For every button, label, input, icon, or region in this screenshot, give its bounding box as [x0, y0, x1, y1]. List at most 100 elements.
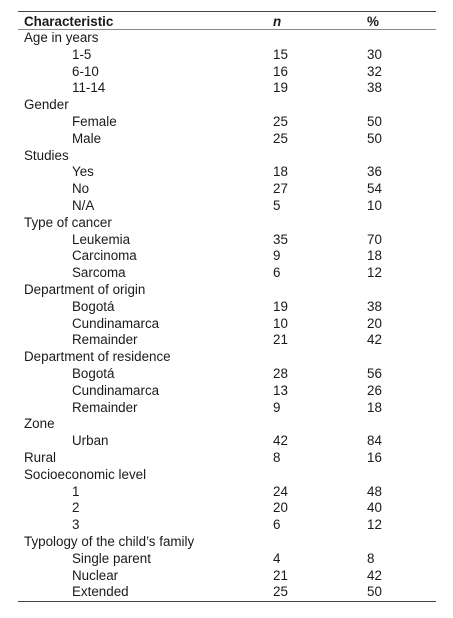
row-label: Female — [72, 113, 117, 129]
row-n-value: 6 — [273, 517, 281, 533]
table-row: No 27 54 — [18, 181, 436, 198]
group-label: Age in years — [24, 30, 99, 45]
row-n-value: 9 — [273, 248, 281, 264]
row-percent-value: 42 — [367, 567, 382, 583]
row-label: 1 — [72, 483, 80, 499]
row-label: Carcinoma — [72, 248, 137, 264]
table-group-row: Zone — [18, 416, 436, 433]
row-label: Sarcoma — [72, 265, 126, 281]
table-row: Leukemia 35 70 — [18, 232, 436, 249]
table-group-row: Department of origin — [18, 282, 436, 299]
row-label: Bogotá — [72, 365, 115, 381]
row-n-value: 42 — [273, 433, 288, 449]
header-n: n — [273, 14, 282, 29]
row-percent-value: 12 — [367, 265, 382, 281]
row-percent-value: 10 — [367, 197, 382, 213]
row-percent-value: 48 — [367, 483, 382, 499]
table-row: Cundinamarca 10 20 — [18, 316, 436, 333]
group-label: Typology of the child’s family — [24, 533, 195, 549]
table-group-row: Type of cancer — [18, 215, 436, 232]
table-row: Extended 25 50 — [18, 584, 436, 601]
row-label: Cundinamarca — [72, 382, 160, 398]
row-n-value: 35 — [273, 231, 288, 247]
row-n-value: 15 — [273, 46, 288, 62]
table-row: Remainder 9 18 — [18, 400, 436, 417]
row-percent-value: 50 — [367, 113, 382, 129]
table-row: Rural 8 16 — [18, 450, 436, 467]
row-label: Nuclear — [72, 567, 119, 583]
row-n-value: 28 — [273, 365, 288, 381]
characteristics-table: Characteristic n % Age in years 1-5 15 30 6-… — [18, 11, 436, 603]
row-label: Bogotá — [72, 298, 115, 314]
group-label: Department of residence — [24, 349, 171, 365]
table-row: 2 20 40 — [18, 500, 436, 517]
row-label: Remainder — [72, 399, 138, 415]
table-row: 6-10 16 32 — [18, 64, 436, 81]
row-n-value: 8 — [273, 449, 281, 465]
table-row: Bogotá 28 56 — [18, 366, 436, 383]
row-label: Remainder — [72, 332, 138, 348]
row-percent-value: 70 — [367, 231, 382, 247]
table-row: 11-14 19 38 — [18, 80, 436, 97]
table-row: Single parent 4 8 — [18, 551, 436, 568]
row-percent-value: 30 — [367, 46, 382, 62]
row-n-value: 25 — [273, 130, 288, 146]
group-label: Socioeconomic level — [24, 466, 147, 482]
table-row: 1-5 15 30 — [18, 47, 436, 64]
table-row: Remainder 21 42 — [18, 332, 436, 349]
row-label: Yes — [72, 164, 94, 180]
table-row: Female 25 50 — [18, 114, 436, 131]
row-label: 3 — [72, 517, 80, 533]
row-percent-value: 32 — [367, 63, 382, 79]
row-n-value: 5 — [273, 197, 281, 213]
row-label: 6-10 — [72, 63, 99, 79]
row-n-value: 25 — [273, 584, 288, 600]
header-divider — [18, 29, 436, 30]
row-percent-value: 36 — [367, 164, 382, 180]
row-n-value: 4 — [273, 550, 281, 566]
row-n-value: 10 — [273, 315, 288, 331]
group-label: Studies — [24, 147, 69, 163]
table-group-row: Socioeconomic level — [18, 467, 436, 484]
table-header-row: Characteristic n % — [18, 12, 436, 30]
row-n-value: 19 — [273, 80, 288, 96]
table-row: 3 6 12 — [18, 517, 436, 534]
row-percent-value: 38 — [367, 80, 382, 96]
table-group-row: Department of residence — [18, 349, 436, 366]
table-row: Cundinamarca 13 26 — [18, 383, 436, 400]
row-percent-value: 42 — [367, 332, 382, 348]
row-label: Urban — [72, 433, 109, 449]
row-label: N/A — [72, 197, 95, 213]
table-row: Bogotá 19 38 — [18, 299, 436, 316]
row-percent-value: 56 — [367, 365, 382, 381]
group-label: Gender — [24, 97, 69, 113]
row-label: Extended — [72, 584, 129, 600]
table-group-row: Age in years — [18, 30, 436, 47]
row-label: Single parent — [72, 550, 151, 566]
group-label: Zone — [24, 416, 55, 432]
table-row: Nuclear 21 42 — [18, 568, 436, 585]
row-percent-value: 84 — [367, 433, 382, 449]
row-percent-value: 20 — [367, 315, 382, 331]
table-row: Carcinoma 9 18 — [18, 248, 436, 265]
table-row: Urban 42 84 — [18, 433, 436, 450]
row-n-value: 19 — [273, 298, 288, 314]
row-n-value: 13 — [273, 382, 288, 398]
row-percent-value: 38 — [367, 298, 382, 314]
row-n-value: 18 — [273, 164, 288, 180]
header-characteristic: Characteristic — [24, 14, 114, 29]
table-group-row: Studies — [18, 148, 436, 165]
row-label: No — [72, 181, 90, 197]
table-row: Sarcoma 6 12 — [18, 265, 436, 282]
row-label: Rural — [24, 449, 56, 465]
group-label: Type of cancer — [24, 214, 112, 230]
table-group-row: Typology of the child’s family — [18, 534, 436, 551]
row-label: 2 — [72, 500, 80, 516]
table-group-row: Gender — [18, 97, 436, 114]
row-n-value: 16 — [273, 63, 288, 79]
row-n-value: 24 — [273, 483, 288, 499]
row-label: 1-5 — [72, 46, 92, 62]
row-percent-value: 26 — [367, 382, 382, 398]
row-percent-value: 12 — [367, 517, 382, 533]
row-n-value: 21 — [273, 332, 288, 348]
